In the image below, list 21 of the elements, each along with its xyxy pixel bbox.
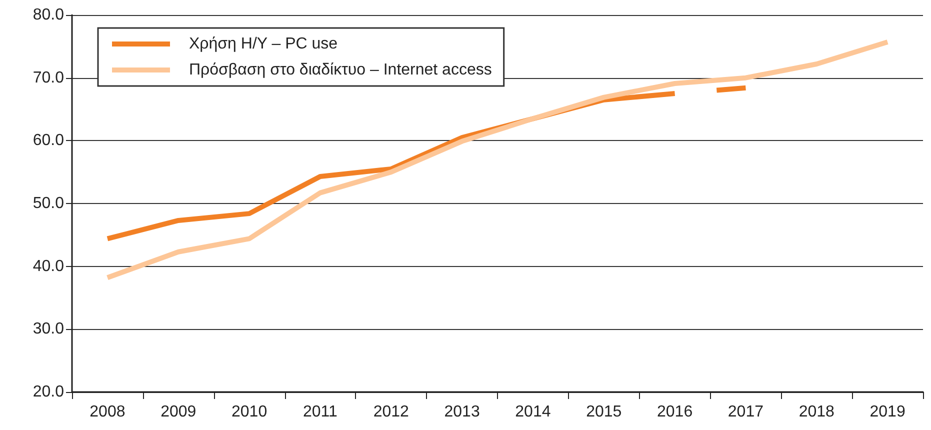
x-tick-label: 2009: [160, 404, 196, 420]
y-tick-label: 30.0: [32, 320, 64, 338]
x-tick-label: 2008: [90, 404, 126, 420]
legend-label: Πρόσβαση στο διαδίκτυο – Internet access: [189, 62, 492, 78]
x-tick-label: 2016: [656, 404, 693, 420]
y-tick-label: 80.0: [32, 6, 64, 24]
y-tick-label: 20.0: [32, 384, 64, 400]
x-tick-label: 2011: [303, 404, 338, 420]
y-tick-label: 40.0: [32, 258, 64, 275]
y-tick-label: 70.0: [32, 69, 64, 86]
x-tick-label: 2012: [373, 404, 410, 420]
y-tick-label: 60.0: [32, 132, 64, 150]
x-tick-label: 2014: [515, 404, 551, 420]
x-tick-label: 2010: [231, 404, 268, 420]
x-tick-label: 2013: [444, 404, 480, 420]
legend-label: Χρήση H/Y – PC use: [189, 36, 338, 52]
x-tick-label: 2018: [798, 404, 835, 420]
x-tick-label: 2019: [870, 404, 906, 420]
x-tick-label: 2017: [728, 404, 764, 420]
x-tick-label: 2015: [586, 404, 622, 420]
y-tick-label: 50.0: [32, 195, 64, 212]
